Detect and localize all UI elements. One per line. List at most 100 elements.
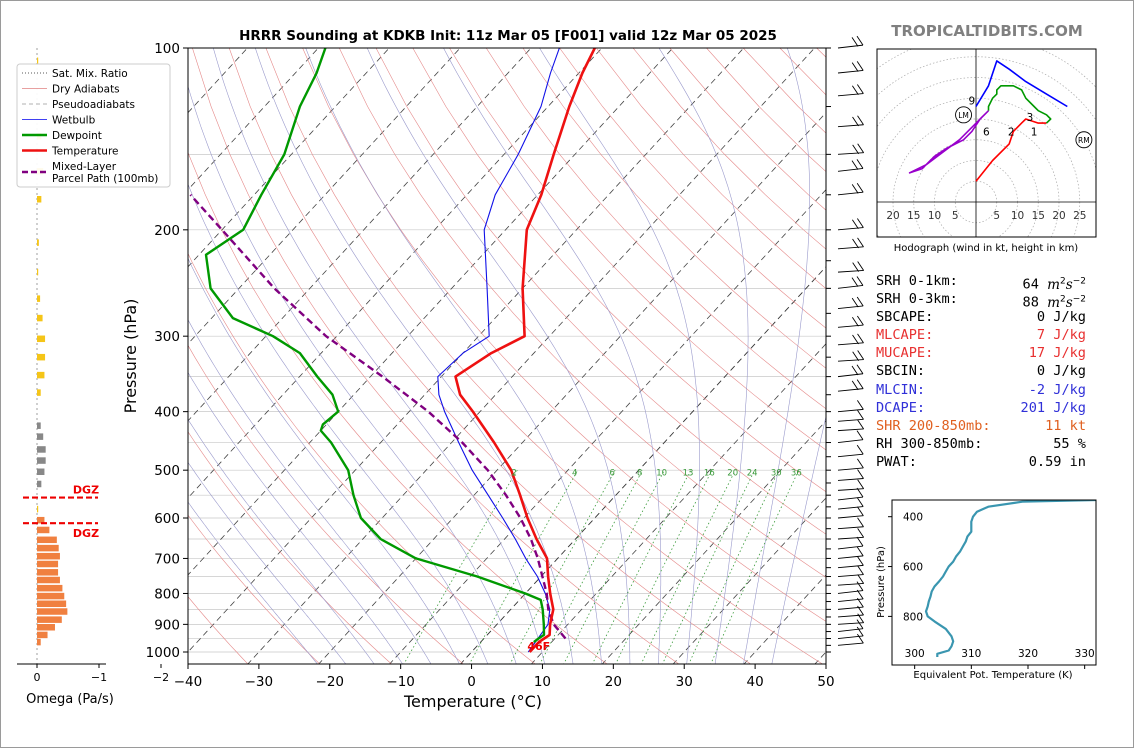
omega-bar: [37, 544, 59, 552]
omega-bar: [37, 526, 50, 534]
stat-mlcin: MLCIN: -2 J/kg: [876, 381, 1086, 399]
wind-barb: [837, 517, 864, 530]
wind-barb-staff: [837, 506, 864, 510]
y-tick-label: 100: [154, 41, 180, 57]
wind-barb-staff: [837, 515, 864, 519]
stat-sbcin-value: 0 J/kg: [1036, 363, 1086, 380]
wind-barb: [837, 296, 864, 309]
stat-mucape-value: 17 J/kg: [1028, 345, 1086, 362]
sounding-stats-table: SRH 0-1km: 64 m2s−2 SRH 0-3km: 88 m2s−2 …: [876, 272, 1086, 471]
omega-bar: [37, 468, 45, 475]
wind-barb-flag: [856, 546, 864, 557]
wind-barb-flag: [851, 37, 859, 47]
mixing-ratio-line: [662, 470, 756, 664]
stat-mucape: MUCAPE: 17 J/kg: [876, 344, 1086, 362]
y-tick-label: 1000: [146, 645, 180, 661]
dry-adiabat-line: [228, 48, 752, 664]
wind-barb: [837, 581, 864, 594]
legend-label-line-2: Parcel Path (100mb): [52, 173, 158, 185]
wind-barb: [837, 237, 864, 250]
moist-adiabat-line: [771, 414, 826, 664]
wind-barb-staff: [837, 583, 864, 586]
stat-sbcin-label: SBCIN:: [876, 363, 926, 380]
stat-shear-label: SHR 200-850mb:: [876, 417, 991, 434]
moist-adiabat-line: [188, 257, 460, 664]
wind-barb: [837, 546, 864, 559]
skew-t-x-axis-label: Temperature (°C): [403, 692, 542, 711]
wind-barbs: [826, 35, 865, 653]
dry-adiabat-line: [485, 48, 826, 410]
omega-bar: [37, 457, 46, 464]
wind-barb-flag: [856, 589, 864, 600]
hodograph-caption: Hodograph (wind in kt, height in km): [894, 243, 1079, 254]
wind-barb-staff: [837, 69, 864, 74]
dgz-top-label: DGZ: [73, 484, 99, 497]
omega-bar: [37, 422, 41, 429]
wind-barb-flag: [851, 160, 859, 170]
omega-bar: [37, 480, 42, 488]
wind-barb-staff: [837, 93, 864, 97]
wind-barb-flag: [856, 626, 864, 637]
wind-barb: [837, 84, 864, 97]
wind-barb-flag: [856, 581, 864, 591]
wind-barb-flag: [856, 35, 864, 46]
wind-barb: [837, 506, 864, 519]
wind-barb-flag: [856, 364, 864, 374]
theta-e-y-tick-label: 800: [903, 611, 923, 623]
moist-adiabat-line: [188, 183, 489, 664]
wind-barb-flag: [857, 469, 864, 479]
omega-bar: [37, 631, 48, 639]
wind-barb-flag: [857, 613, 865, 623]
moist-adiabat-line: [213, 48, 545, 664]
wind-barb-flag: [852, 144, 860, 155]
mixing-ratio-label: 6: [609, 468, 614, 478]
wind-barb-flag: [856, 296, 864, 307]
wind-barb-staff: [837, 342, 864, 346]
stat-srh-0-1km: SRH 0-1km: 64 m2s−2: [876, 272, 1086, 293]
wind-barb-flag: [856, 315, 864, 326]
y-tick-label: 300: [154, 329, 180, 345]
wind-barb-flag: [856, 84, 864, 94]
wind-barb-flag: [856, 379, 864, 389]
isotherm-line: [247, 48, 815, 664]
wind-barb-flag: [851, 85, 859, 96]
wind-barb-flag: [857, 528, 865, 538]
isotherm-line: [318, 112, 826, 664]
mixing-ratio-label: 10: [656, 468, 667, 478]
wind-barb-staff: [837, 388, 864, 392]
mixing-ratio-label: 4: [572, 468, 577, 478]
wind-barb-flag: [857, 237, 864, 248]
mixing-ratio-line: [539, 470, 643, 664]
omega-bar: [37, 552, 60, 560]
hodograph-segment: [975, 118, 1047, 182]
omega-bar: [37, 196, 42, 203]
wind-barb-staff: [837, 496, 864, 501]
theta-e-x-tick-label: 300: [905, 648, 925, 660]
moist-adiabat-line: [743, 48, 811, 664]
stat-mucape-label: MUCAPE:: [876, 345, 934, 362]
omega-bar: [37, 600, 67, 608]
theta-e-ticks: 300 310 320 330 400 600 800: [888, 512, 1095, 669]
moist-adiabat-line: [188, 371, 403, 664]
stat-srh-0-3km-unit: m2s−2: [1047, 294, 1086, 311]
hodograph-height-label: 3: [1027, 112, 1034, 124]
stat-sbcape-value: 0 J/kg: [1036, 309, 1086, 326]
stat-srh-0-3km: SRH 0-3km: 88 m2s−2: [876, 290, 1086, 311]
wind-barb: [837, 143, 865, 155]
wind-barb-flag: [857, 143, 865, 153]
mixing-ratio-label: 24: [747, 468, 758, 478]
hodograph-height-label: 9: [969, 95, 976, 107]
omega-panel: 0 −1 −2 DGZ DGZ Omega (Pa/s): [17, 48, 169, 707]
wind-barb-staff: [837, 606, 864, 610]
isotherm-line: [389, 189, 826, 664]
dry-adiabat-line: [339, 48, 826, 578]
stat-sbcape: SBCAPE: 0 J/kg: [876, 308, 1086, 326]
wind-barb-flag: [857, 410, 864, 420]
legend-label: Pseudoadiabats: [52, 99, 135, 111]
omega-bar: [37, 516, 45, 524]
theta-e-line: [924, 500, 1096, 657]
omega-bar: [37, 638, 41, 646]
wind-barb-staff: [837, 488, 864, 491]
